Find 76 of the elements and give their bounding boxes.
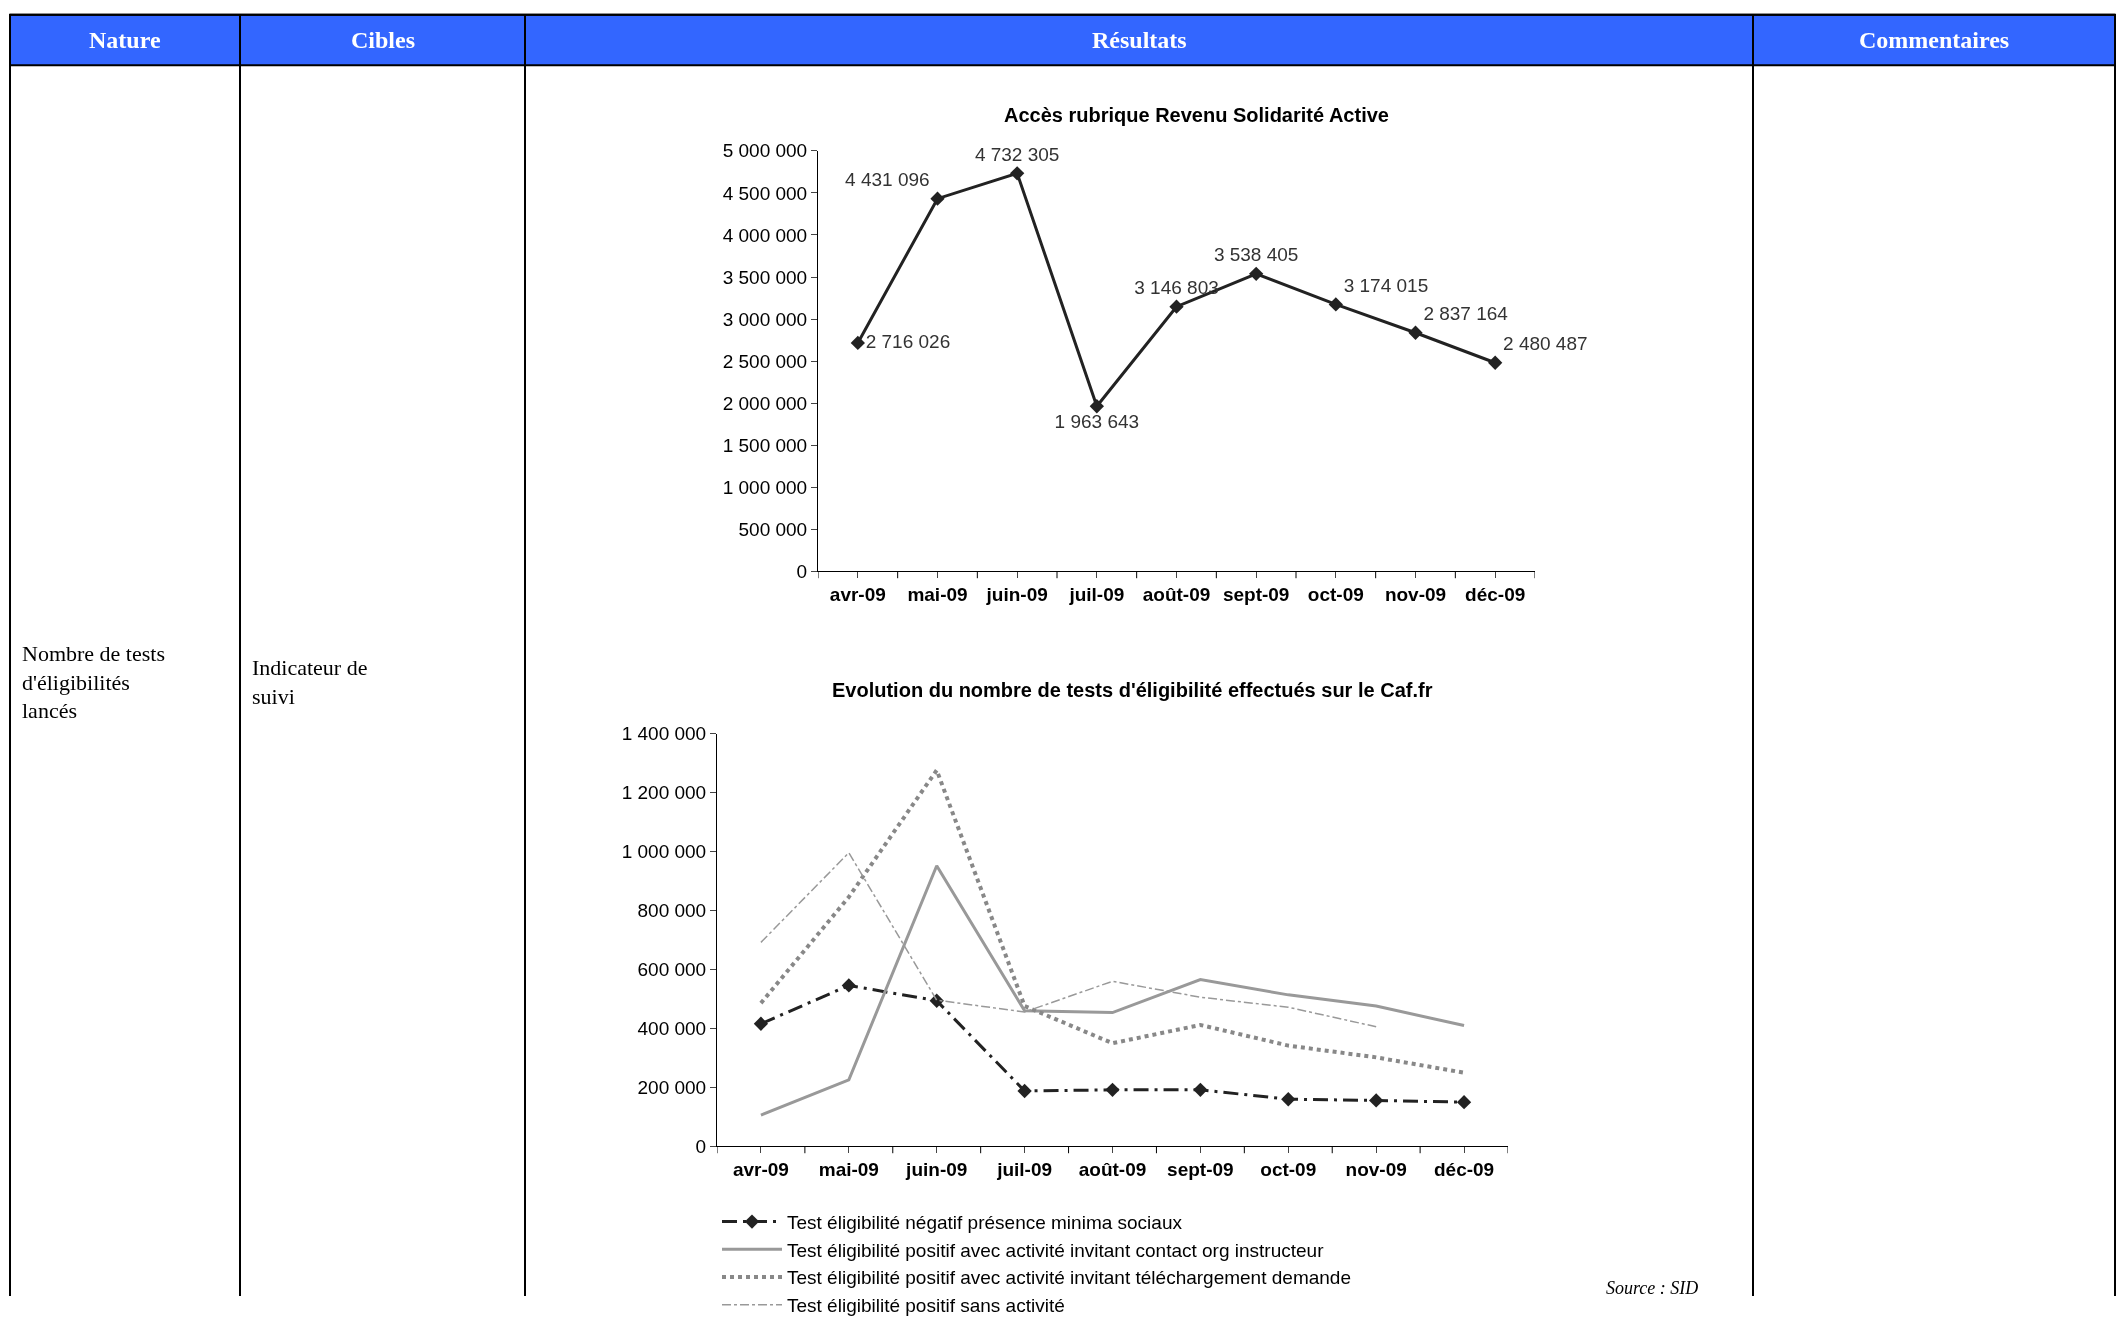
data-label: 3 538 405	[1213, 244, 1299, 266]
data-label: 2 837 164	[1423, 303, 1509, 325]
y-tick-label: 600 000	[637, 959, 707, 981]
y-tick-label: 0	[796, 561, 808, 583]
point	[1328, 297, 1343, 312]
point	[1488, 355, 1503, 370]
y-tick-label: 1 500 000	[722, 434, 808, 456]
text: Nature	[89, 27, 161, 53]
x-tick-label: nov-09	[1345, 1159, 1407, 1181]
x-tick-label: oct-09	[1260, 1159, 1317, 1181]
legend-label: Test éligibilité positif avec activité invitant téléchargement demande	[787, 1267, 1351, 1289]
point	[1456, 1095, 1472, 1110]
chart-title: Evolution du nombre de tests d'éligibilité effectués sur le Caf.fr	[832, 679, 1433, 701]
point	[930, 191, 945, 206]
y-tick-label: 1 000 000	[722, 476, 808, 498]
y-tick-label: 4 000 000	[722, 224, 808, 246]
x-tick-label: avr-09	[732, 1159, 789, 1181]
y-tick-label: 400 000	[637, 1018, 707, 1040]
y-tick-label: 5 000 000	[722, 140, 808, 162]
chart-title: Accès rubrique Revenu Solidarité Active	[1004, 104, 1389, 126]
y-tick-label: 3 500 000	[722, 266, 808, 288]
x-tick-label: mai-09	[818, 1159, 879, 1181]
point	[1281, 1092, 1296, 1107]
x-tick-label: avr-09	[829, 584, 886, 606]
data-label: 4 431 096	[845, 169, 930, 191]
point	[850, 335, 865, 351]
data-label: 3 174 015	[1343, 274, 1429, 296]
y-tick-label: 0	[695, 1136, 707, 1158]
point	[1249, 266, 1264, 281]
y-tick-label: 500 000	[738, 519, 808, 541]
data-label: 2 716 026	[865, 330, 951, 352]
x-tick-label: nov-09	[1384, 584, 1447, 606]
data-label: 3 146 803	[1134, 277, 1219, 299]
y-tick-label: 200 000	[637, 1077, 707, 1099]
x-tick-label: août-09	[1142, 584, 1211, 606]
y-tick-label: 1 200 000	[621, 782, 707, 804]
x-tick-label: sept-09	[1167, 1159, 1234, 1181]
point	[1169, 299, 1184, 314]
x-tick-label: août-09	[1078, 1159, 1147, 1181]
text: Nombre de tests d'éligibilités lancés	[22, 641, 165, 724]
point	[1089, 399, 1104, 414]
data-label: 2 480 487	[1503, 333, 1588, 355]
point	[753, 1016, 769, 1031]
source-note: Source : SID	[1606, 1278, 1699, 1298]
x-tick-label: oct-09	[1307, 584, 1364, 606]
point	[1369, 1093, 1384, 1108]
point	[1017, 1083, 1032, 1099]
x-tick-label: déc-09	[1433, 1159, 1495, 1181]
y-tick-label: 800 000	[637, 900, 707, 922]
text: Indicateur de suivi	[252, 655, 368, 709]
data-label: 4 732 305	[974, 143, 1060, 165]
legend-label: Test éligibilité positif avec activité invitant contact org instructeur	[787, 1239, 1325, 1261]
point	[1010, 166, 1025, 181]
text: Cibles	[351, 27, 416, 53]
x-tick-label: mai-09	[907, 584, 968, 606]
x-tick-label: juil-09	[1068, 584, 1125, 606]
text: Commentaires	[1859, 27, 2010, 53]
point	[1105, 1082, 1120, 1097]
y-tick-label: 2 000 000	[722, 392, 808, 414]
y-tick-label: 1 000 000	[621, 841, 707, 863]
x-tick-label: juin-09	[905, 1159, 968, 1181]
y-tick-label: 1 400 000	[621, 723, 707, 745]
text: Résultats	[1092, 27, 1187, 53]
y-tick-label: 4 500 000	[722, 182, 808, 204]
y-tick-label: 3 000 000	[722, 308, 808, 330]
x-tick-label: juin-09	[985, 584, 1048, 606]
legend-label: Test éligibilité négatif présence minima sociaux	[787, 1212, 1183, 1234]
point	[841, 978, 856, 993]
data-label: 1 963 643	[1054, 411, 1140, 433]
x-tick-label: déc-09	[1465, 584, 1526, 606]
y-tick-label: 2 500 000	[722, 350, 808, 372]
point	[1408, 325, 1423, 340]
point	[1193, 1082, 1208, 1097]
legend-label: Test éligibilité positif sans activité	[787, 1295, 1065, 1317]
x-tick-label: juil-09	[996, 1159, 1053, 1181]
x-tick-label: sept-09	[1222, 584, 1290, 606]
